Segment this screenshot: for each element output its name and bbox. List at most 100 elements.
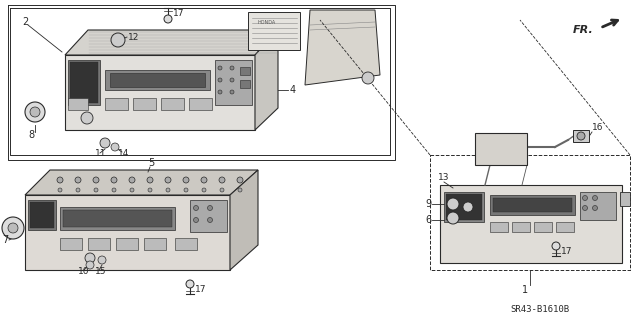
Circle shape (98, 256, 106, 264)
Circle shape (193, 218, 198, 222)
Polygon shape (65, 30, 278, 55)
Circle shape (552, 242, 560, 250)
Circle shape (207, 218, 212, 222)
Circle shape (94, 188, 98, 192)
Bar (490, 195, 575, 215)
Text: 16: 16 (592, 123, 604, 132)
Circle shape (111, 177, 117, 183)
Bar (512, 222, 530, 232)
Polygon shape (30, 202, 54, 228)
Text: 7: 7 (2, 235, 8, 245)
Circle shape (85, 253, 95, 263)
Bar (240, 67, 250, 75)
Text: 9: 9 (425, 199, 431, 209)
Bar (133, 98, 156, 110)
Circle shape (112, 188, 116, 192)
Text: 4: 4 (290, 85, 296, 95)
Circle shape (111, 33, 125, 47)
Polygon shape (105, 70, 210, 90)
Circle shape (202, 188, 206, 192)
Circle shape (75, 177, 81, 183)
Polygon shape (230, 170, 258, 270)
Circle shape (447, 212, 459, 224)
Polygon shape (28, 200, 56, 230)
Text: 17: 17 (561, 247, 573, 256)
Bar (493, 198, 572, 212)
Bar (580, 192, 616, 220)
Text: 13: 13 (438, 174, 449, 182)
Circle shape (230, 66, 234, 70)
Circle shape (8, 223, 18, 233)
Polygon shape (110, 73, 205, 87)
Bar (475, 133, 527, 165)
Circle shape (593, 196, 598, 201)
Circle shape (207, 205, 212, 211)
Circle shape (447, 198, 459, 210)
Bar (88, 238, 110, 250)
Text: 12: 12 (128, 33, 140, 41)
Circle shape (582, 196, 588, 201)
Polygon shape (70, 62, 98, 103)
Circle shape (86, 261, 94, 269)
Circle shape (193, 205, 198, 211)
Circle shape (81, 112, 93, 124)
Circle shape (463, 202, 473, 212)
Polygon shape (215, 60, 252, 105)
Polygon shape (25, 195, 230, 270)
Bar (620, 192, 630, 206)
Polygon shape (65, 55, 255, 130)
Bar (240, 80, 250, 88)
Bar (446, 194, 482, 220)
Bar (144, 238, 166, 250)
Polygon shape (190, 200, 227, 232)
Text: 5: 5 (148, 158, 154, 168)
Text: 6: 6 (425, 215, 431, 225)
Bar (68, 98, 88, 110)
Bar (175, 238, 197, 250)
Circle shape (2, 217, 24, 239)
Bar (573, 130, 589, 142)
Circle shape (30, 107, 40, 117)
Circle shape (164, 15, 172, 23)
Bar (556, 222, 574, 232)
Circle shape (218, 90, 222, 94)
Circle shape (76, 188, 80, 192)
Bar (60, 238, 82, 250)
Circle shape (184, 188, 188, 192)
Bar (444, 192, 484, 222)
Bar (189, 98, 212, 110)
Bar (161, 98, 184, 110)
Text: 1: 1 (522, 285, 528, 295)
Text: 8: 8 (28, 130, 34, 140)
Circle shape (129, 177, 135, 183)
Polygon shape (68, 60, 100, 105)
Circle shape (582, 205, 588, 211)
Text: 14: 14 (118, 149, 129, 158)
Circle shape (230, 78, 234, 82)
Circle shape (100, 138, 110, 148)
Polygon shape (305, 10, 380, 85)
Circle shape (362, 72, 374, 84)
Text: 10: 10 (78, 268, 90, 277)
Bar (430, 155, 630, 270)
Circle shape (57, 177, 63, 183)
Circle shape (165, 177, 171, 183)
Polygon shape (255, 30, 278, 130)
Circle shape (577, 132, 585, 140)
Text: FR.: FR. (573, 25, 594, 35)
Bar (440, 185, 622, 263)
Polygon shape (63, 210, 172, 227)
Text: 15: 15 (95, 268, 106, 277)
Text: 11: 11 (95, 149, 106, 158)
Polygon shape (25, 170, 258, 195)
Bar (116, 238, 138, 250)
Circle shape (218, 78, 222, 82)
Circle shape (237, 177, 243, 183)
Circle shape (111, 143, 119, 151)
Circle shape (186, 280, 194, 288)
Circle shape (148, 188, 152, 192)
Circle shape (218, 66, 222, 70)
Circle shape (58, 188, 62, 192)
Circle shape (183, 177, 189, 183)
Text: 17: 17 (195, 285, 207, 293)
